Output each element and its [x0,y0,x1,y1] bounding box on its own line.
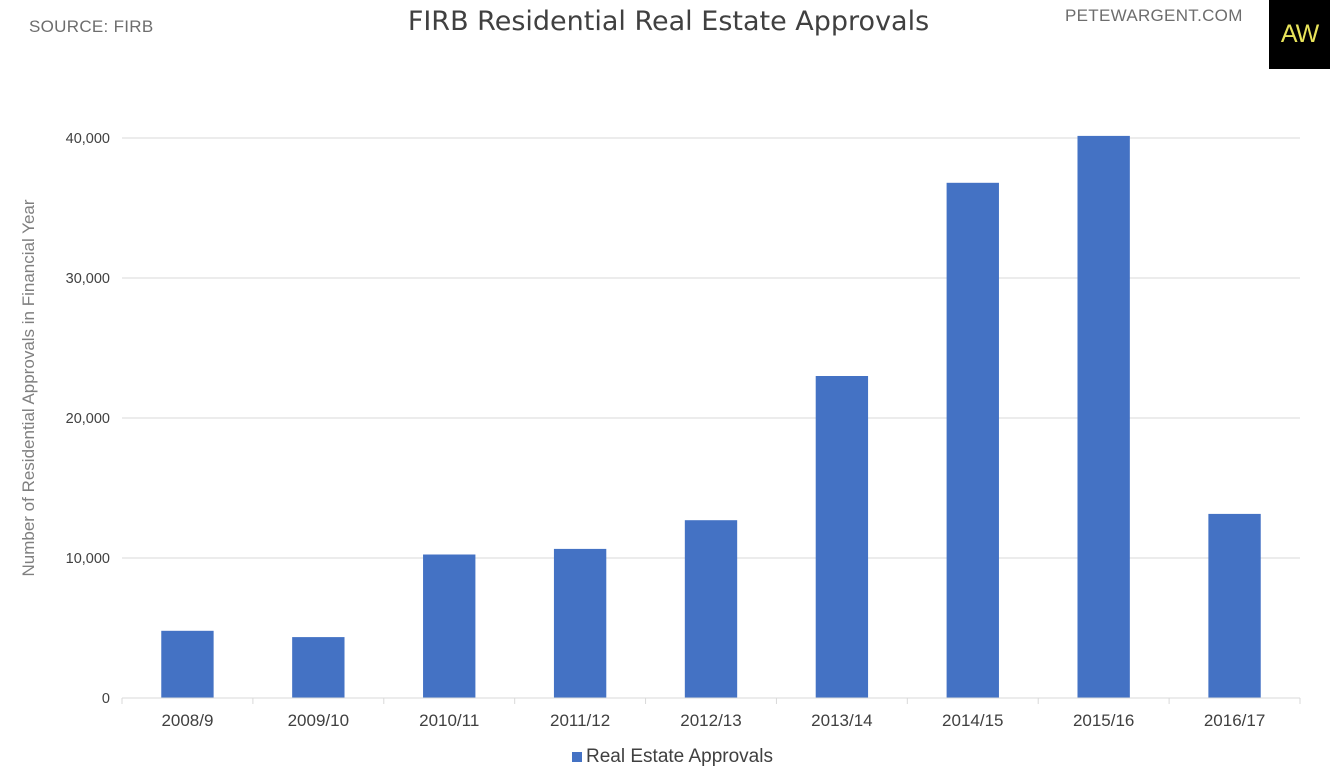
x-tick-label: 2010/11 [419,711,479,730]
bar [815,376,869,698]
x-tick-label: 2011/12 [550,711,610,730]
y-axis-ticks: 0 10,000 20,000 30,000 40,000 [66,131,110,707]
y-axis-label: Number of Residential Approvals in Finan… [19,199,38,576]
legend: Real Estate Approvals [0,746,1337,768]
bar [946,182,999,699]
x-tick-label: 2015/16 [1073,711,1134,730]
bar [684,520,738,698]
x-tick-label: 2013/14 [811,711,872,730]
site-label: PETEWARGENT.COM [1065,6,1243,25]
y-tick-label: 20,000 [66,411,110,427]
x-axis [121,697,1301,704]
x-tick-label: 2008/9 [161,711,213,730]
bar [553,548,607,698]
x-tick-label: 2012/13 [680,711,741,730]
source-label: SOURCE: FIRB [29,17,154,36]
x-axis-ticks: 2008/9 2009/10 2010/11 2011/12 2012/13 2013/1… [161,711,1265,730]
bar [292,637,345,698]
x-tick-label: 2016/17 [1204,711,1265,730]
y-tick-label: 0 [102,691,110,707]
bar [1208,513,1261,698]
x-tick-label: 2009/10 [288,711,349,730]
chart-title: FIRB Residential Real Estate Approvals [407,6,930,37]
y-tick-label: 40,000 [66,131,110,147]
y-tick-label: 30,000 [66,271,110,287]
bar [161,630,214,698]
x-tick-label: 2014/15 [942,711,1003,730]
legend-label: Real Estate Approvals [586,746,773,767]
y-tick-label: 10,000 [66,551,110,567]
bars [161,135,1261,699]
bar [1077,135,1130,698]
legend-swatch [572,752,583,762]
aw-logo: AW [1269,0,1330,69]
bar [423,554,476,698]
